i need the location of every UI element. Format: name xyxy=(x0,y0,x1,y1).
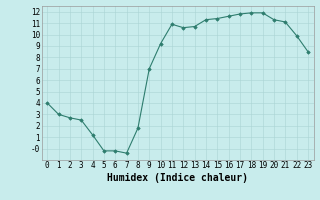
X-axis label: Humidex (Indice chaleur): Humidex (Indice chaleur) xyxy=(107,173,248,183)
